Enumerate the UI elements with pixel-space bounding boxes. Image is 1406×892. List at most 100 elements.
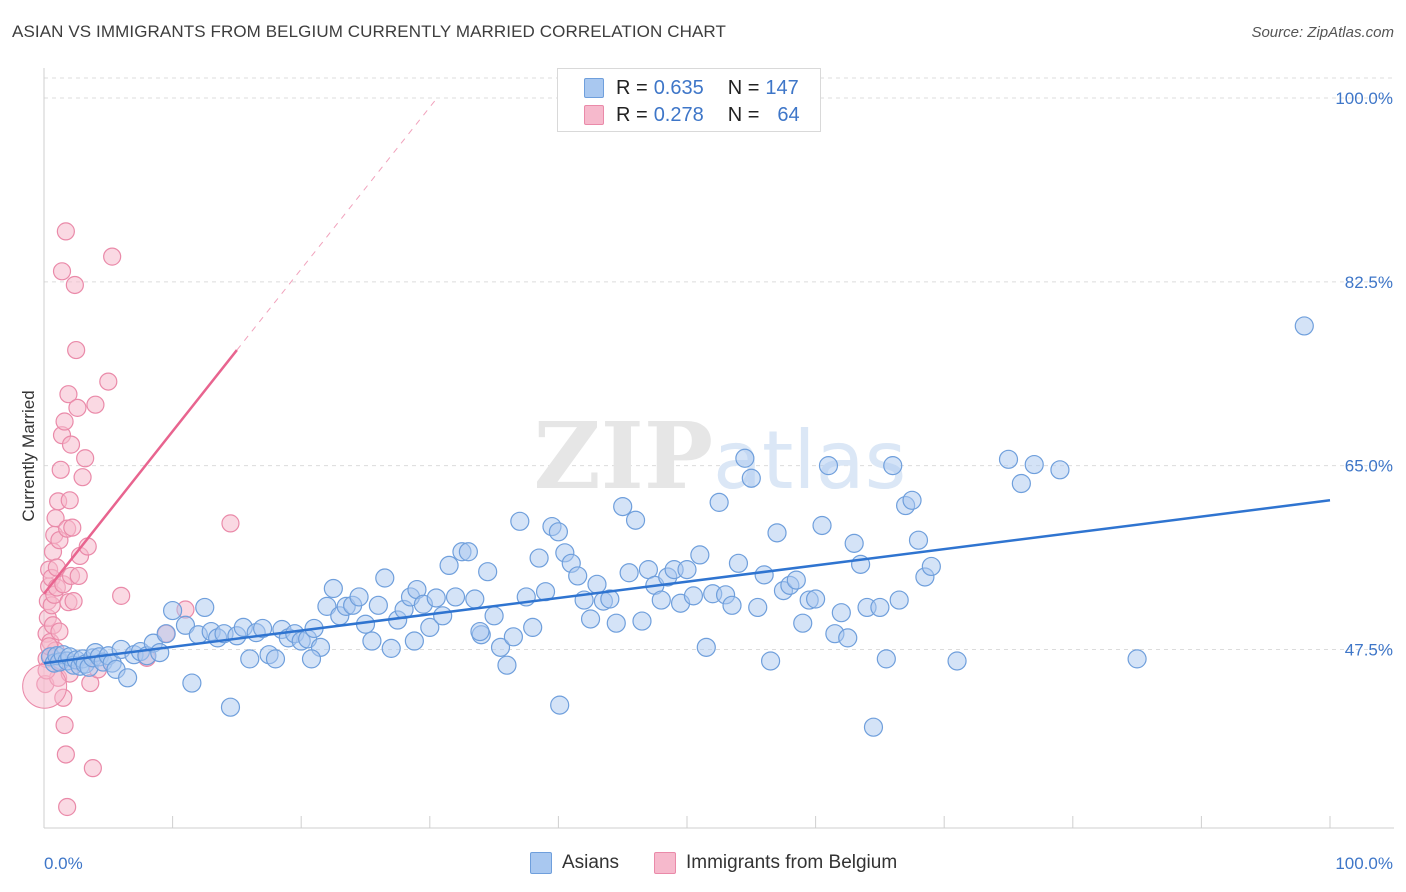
legend-n-label: N = bbox=[727, 76, 760, 99]
data-point-asian bbox=[381, 638, 401, 658]
tick-labels: 47.5% 65.0% 82.5% 100.0% 0.0% 100.0% bbox=[44, 89, 1393, 873]
legend-row-asians: R = 0.635 N = 147 bbox=[584, 76, 799, 100]
data-point-belgium bbox=[60, 491, 79, 510]
legend-r-value: 0.635 bbox=[653, 76, 704, 99]
data-point-asian bbox=[445, 587, 466, 607]
x-tick-label: 100.0% bbox=[1335, 854, 1393, 873]
data-point-asian bbox=[812, 515, 832, 536]
data-point-asian bbox=[317, 596, 337, 616]
legend-item-asians[interactable]: Asians bbox=[530, 852, 619, 874]
data-point-belgium bbox=[112, 586, 131, 605]
legend-r-label: R = bbox=[616, 103, 648, 126]
legend-row-belgium: R = 0.278 N = 64 bbox=[584, 103, 800, 127]
data-point-asian bbox=[947, 651, 967, 671]
data-point-asian bbox=[998, 449, 1019, 469]
x-tick-label: 0.0% bbox=[44, 854, 83, 873]
y-tick-label: 82.5% bbox=[1345, 273, 1393, 292]
data-point-asian bbox=[754, 565, 774, 585]
source-label: Source: ZipAtlas.com bbox=[1251, 24, 1394, 41]
data-point-asian bbox=[195, 597, 215, 618]
data-point-asian bbox=[1024, 454, 1044, 475]
data-point-asian bbox=[606, 613, 626, 633]
legend-item-belgium[interactable]: Immigrants from Belgium bbox=[654, 852, 897, 874]
data-point-belgium bbox=[64, 592, 83, 611]
data-point-asian bbox=[600, 589, 620, 609]
data-point-asian bbox=[625, 510, 646, 530]
chart-title: ASIAN VS IMMIGRANTS FROM BELGIUM CURRENT… bbox=[12, 22, 726, 41]
data-point-asian bbox=[741, 468, 761, 488]
data-point-asian bbox=[490, 637, 511, 657]
data-point-asian bbox=[838, 628, 858, 648]
data-point-asian bbox=[349, 587, 369, 607]
data-point-asian bbox=[876, 649, 896, 669]
data-point-asian bbox=[902, 490, 922, 510]
data-point-asian bbox=[921, 556, 941, 577]
data-point-asian bbox=[728, 553, 749, 573]
trend-lines bbox=[43, 98, 1331, 665]
data-point-asian bbox=[368, 595, 388, 615]
data-point-asian bbox=[175, 615, 196, 635]
data-point-asian bbox=[420, 617, 440, 637]
data-point-asian bbox=[1050, 460, 1070, 480]
data-point-asian bbox=[117, 668, 138, 688]
legend-swatch-asians bbox=[584, 78, 604, 98]
data-point-asian bbox=[690, 545, 710, 565]
data-point-asian bbox=[550, 695, 570, 715]
legend-n-value: 147 bbox=[765, 76, 799, 99]
data-point-asian bbox=[484, 606, 504, 626]
data-point-asian bbox=[510, 511, 530, 531]
data-point-asian bbox=[1294, 316, 1314, 336]
data-point-asian bbox=[587, 574, 607, 594]
data-point-asian bbox=[632, 611, 652, 631]
data-point-asian bbox=[805, 589, 826, 609]
data-point-asian bbox=[651, 590, 671, 610]
data-point-asian bbox=[677, 560, 697, 580]
data-point-belgium bbox=[56, 745, 75, 764]
data-point-belgium bbox=[55, 715, 74, 735]
data-point-belgium bbox=[76, 449, 95, 468]
data-point-asian bbox=[470, 621, 490, 642]
data-point-asian bbox=[375, 568, 395, 588]
data-point-asian bbox=[818, 456, 839, 476]
data-point-asian bbox=[722, 595, 742, 615]
data-point-asian bbox=[301, 649, 322, 669]
data-point-asian bbox=[163, 600, 183, 621]
data-point-belgium bbox=[68, 398, 87, 417]
axes bbox=[43, 68, 1394, 829]
grid-lines bbox=[44, 77, 1394, 650]
data-point-asian bbox=[735, 448, 755, 468]
data-point-belgium bbox=[83, 759, 102, 778]
watermark-zip: ZIP bbox=[534, 402, 713, 510]
trend-line-belgium bbox=[43, 349, 238, 595]
legend-label-asians: Asians bbox=[562, 852, 620, 873]
data-point-asian bbox=[548, 522, 569, 542]
data-point-asian bbox=[786, 570, 806, 590]
data-point-asian bbox=[709, 492, 729, 512]
data-point-belgium bbox=[69, 566, 88, 586]
data-point-asian bbox=[265, 649, 286, 669]
data-point-asian bbox=[831, 603, 851, 623]
data-point-asian bbox=[683, 586, 704, 606]
data-point-belgium bbox=[86, 395, 105, 414]
data-point-asian bbox=[503, 627, 523, 647]
data-point-asian bbox=[458, 542, 478, 562]
data-point-asian bbox=[497, 655, 517, 675]
data-point-asian bbox=[1011, 473, 1031, 494]
data-point-belgium bbox=[67, 340, 86, 360]
data-point-belgium bbox=[103, 247, 122, 266]
data-point-asian bbox=[1127, 649, 1147, 669]
data-point-asian bbox=[220, 697, 241, 717]
data-point-belgium bbox=[73, 468, 92, 487]
data-point-asian bbox=[863, 717, 884, 737]
data-point-belgium bbox=[55, 412, 74, 431]
data-point-asian bbox=[767, 523, 787, 543]
data-point-asian bbox=[760, 651, 781, 671]
data-point-asian bbox=[529, 548, 549, 568]
data-point-asian bbox=[253, 618, 273, 639]
data-point-belgium bbox=[99, 372, 118, 391]
legend-swatch-belgium bbox=[584, 105, 604, 125]
y-axis-label: Currently Married bbox=[19, 390, 38, 521]
data-point-asian bbox=[523, 617, 543, 637]
data-point-belgium bbox=[59, 385, 78, 404]
